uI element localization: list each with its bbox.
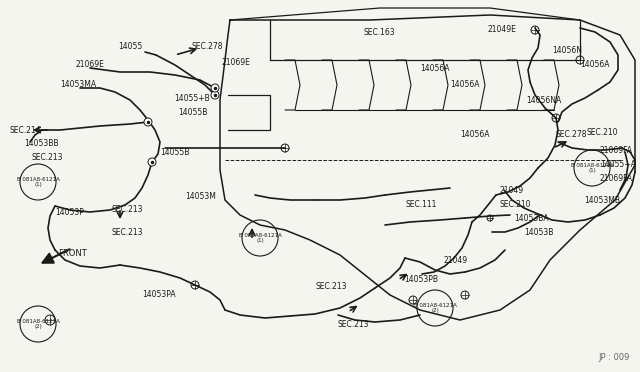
- Text: 21049: 21049: [500, 186, 524, 195]
- Text: 14053MA: 14053MA: [60, 80, 96, 89]
- Text: JP : 009: JP : 009: [598, 353, 630, 362]
- Text: SEC.163: SEC.163: [364, 28, 396, 37]
- Text: (2): (2): [34, 324, 42, 329]
- Text: 14055+A: 14055+A: [600, 160, 636, 169]
- Text: SEC.213: SEC.213: [112, 228, 143, 237]
- Text: 21049: 21049: [444, 256, 468, 265]
- Text: 14056A: 14056A: [420, 64, 449, 73]
- Circle shape: [144, 118, 152, 126]
- Text: 14053BA: 14053BA: [514, 214, 548, 223]
- Circle shape: [211, 91, 219, 99]
- Circle shape: [211, 84, 219, 92]
- Text: SEC.213: SEC.213: [338, 320, 369, 329]
- Text: 14056NA: 14056NA: [526, 96, 561, 105]
- Text: 14053B: 14053B: [524, 228, 554, 237]
- Text: B 081A8-6121A: B 081A8-6121A: [239, 233, 282, 238]
- Text: SEC.213: SEC.213: [316, 282, 348, 291]
- Text: SEC.278: SEC.278: [192, 42, 223, 51]
- Text: 14056A: 14056A: [450, 80, 479, 89]
- Text: SEC.213: SEC.213: [112, 205, 143, 214]
- Circle shape: [148, 158, 156, 166]
- Text: 14053P: 14053P: [55, 208, 84, 217]
- Text: 14053M: 14053M: [185, 192, 216, 201]
- Text: (1): (1): [34, 182, 42, 187]
- Text: (1): (1): [256, 238, 264, 243]
- Text: 14055: 14055: [118, 42, 142, 51]
- Text: (2): (2): [431, 308, 439, 313]
- Text: B 081A8-6121A: B 081A8-6121A: [571, 163, 613, 168]
- Text: 21069E: 21069E: [76, 60, 105, 69]
- Text: 14053PA: 14053PA: [142, 290, 175, 299]
- Text: 14056A: 14056A: [580, 60, 609, 69]
- Text: (1): (1): [588, 168, 596, 173]
- Text: 14053BB: 14053BB: [24, 139, 58, 148]
- Text: SEC.210: SEC.210: [500, 200, 531, 209]
- Text: 14056A: 14056A: [460, 130, 490, 139]
- Text: FRONT: FRONT: [58, 249, 87, 258]
- Text: 14053MB: 14053MB: [584, 196, 620, 205]
- Text: 14055B: 14055B: [160, 148, 189, 157]
- Text: 21069FA: 21069FA: [600, 174, 633, 183]
- Text: B 081A8-6121A: B 081A8-6121A: [413, 303, 456, 308]
- Text: SEC.278: SEC.278: [556, 130, 588, 139]
- Text: 14056N: 14056N: [552, 46, 582, 55]
- Text: 21049E: 21049E: [488, 25, 517, 34]
- Text: SEC.111: SEC.111: [406, 200, 437, 209]
- Text: 21069E: 21069E: [222, 58, 251, 67]
- Text: 21069FA: 21069FA: [600, 146, 633, 155]
- Text: 14055B: 14055B: [178, 108, 207, 117]
- Text: SEC.214: SEC.214: [10, 126, 42, 135]
- Text: B 081A8-6121A: B 081A8-6121A: [17, 177, 60, 182]
- Text: 14055+B: 14055+B: [174, 94, 210, 103]
- Text: 14053PB: 14053PB: [404, 275, 438, 284]
- Text: SEC.210: SEC.210: [586, 128, 618, 137]
- Text: SEC.213: SEC.213: [32, 153, 63, 162]
- Text: B 081A8-6121A: B 081A8-6121A: [17, 319, 60, 324]
